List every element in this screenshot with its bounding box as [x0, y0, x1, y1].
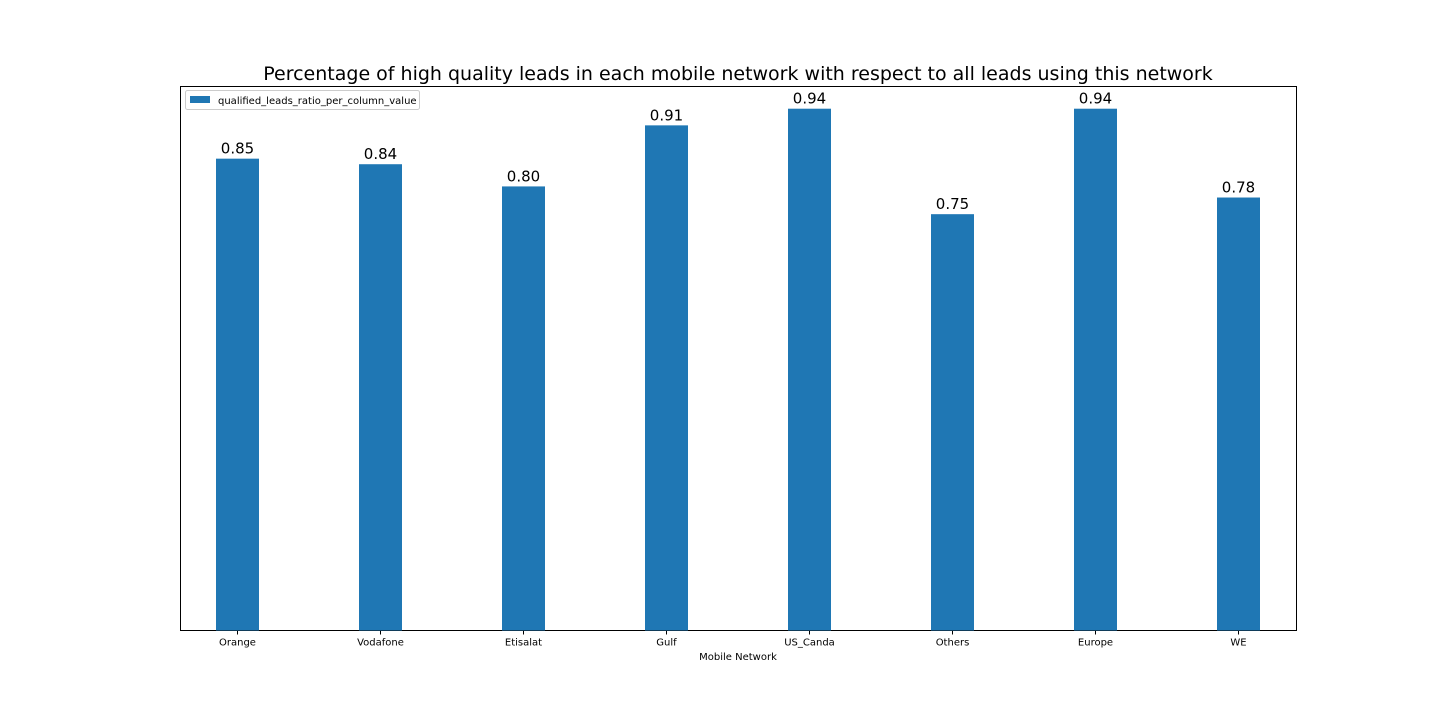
x-tick-label: Vodafone [357, 638, 404, 649]
bar-value-label: 0.94 [793, 90, 826, 108]
bar-value-label: 0.84 [364, 145, 397, 163]
bars-group [216, 108, 1260, 631]
legend-label-series: qualified_leads_ratio_per_column_value [218, 96, 417, 107]
bar-value-label: 0.85 [221, 140, 254, 158]
bar-value-label: 0.75 [936, 195, 969, 213]
bar-us-canda [788, 108, 831, 631]
bar-value-label: 0.78 [1222, 179, 1255, 197]
bar-orange [216, 158, 259, 631]
legend[interactable]: qualified_leads_ratio_per_column_value [185, 90, 420, 110]
x-tick-label: Orange [219, 638, 256, 649]
x-tick-label: Gulf [656, 638, 677, 649]
x-tick-label: Europe [1078, 638, 1113, 649]
legend-frame [185, 90, 420, 110]
x-tick-label: Etisalat [505, 638, 542, 649]
bar-europe [1074, 108, 1117, 631]
bar-we [1217, 197, 1260, 631]
x-ticks-group: Orange Vodafone Etisalat Gulf US_Canda Others… [219, 630, 1247, 649]
bar-value-label: 0.91 [650, 106, 683, 124]
chart-title: Percentage of high quality leads in each… [263, 63, 1213, 85]
plot-area-frame [180, 86, 1297, 631]
x-tick-label: Others [936, 638, 970, 649]
bar-value-label: 0.80 [507, 167, 540, 185]
bar-gulf [645, 125, 688, 631]
x-axis-label: Mobile Network [699, 652, 777, 663]
legend-swatch [190, 96, 210, 103]
bar-value-label: 0.94 [1079, 90, 1112, 108]
bar-etisalat [502, 186, 545, 631]
value-labels-group: 0.85 0.84 0.80 0.91 0.94 0.75 0.94 0.78 [221, 90, 1255, 213]
x-tick-label: WE [1230, 638, 1246, 649]
x-tick-label: US_Canda [784, 638, 835, 649]
bar-vodafone [359, 164, 402, 631]
bar-others [931, 214, 974, 631]
